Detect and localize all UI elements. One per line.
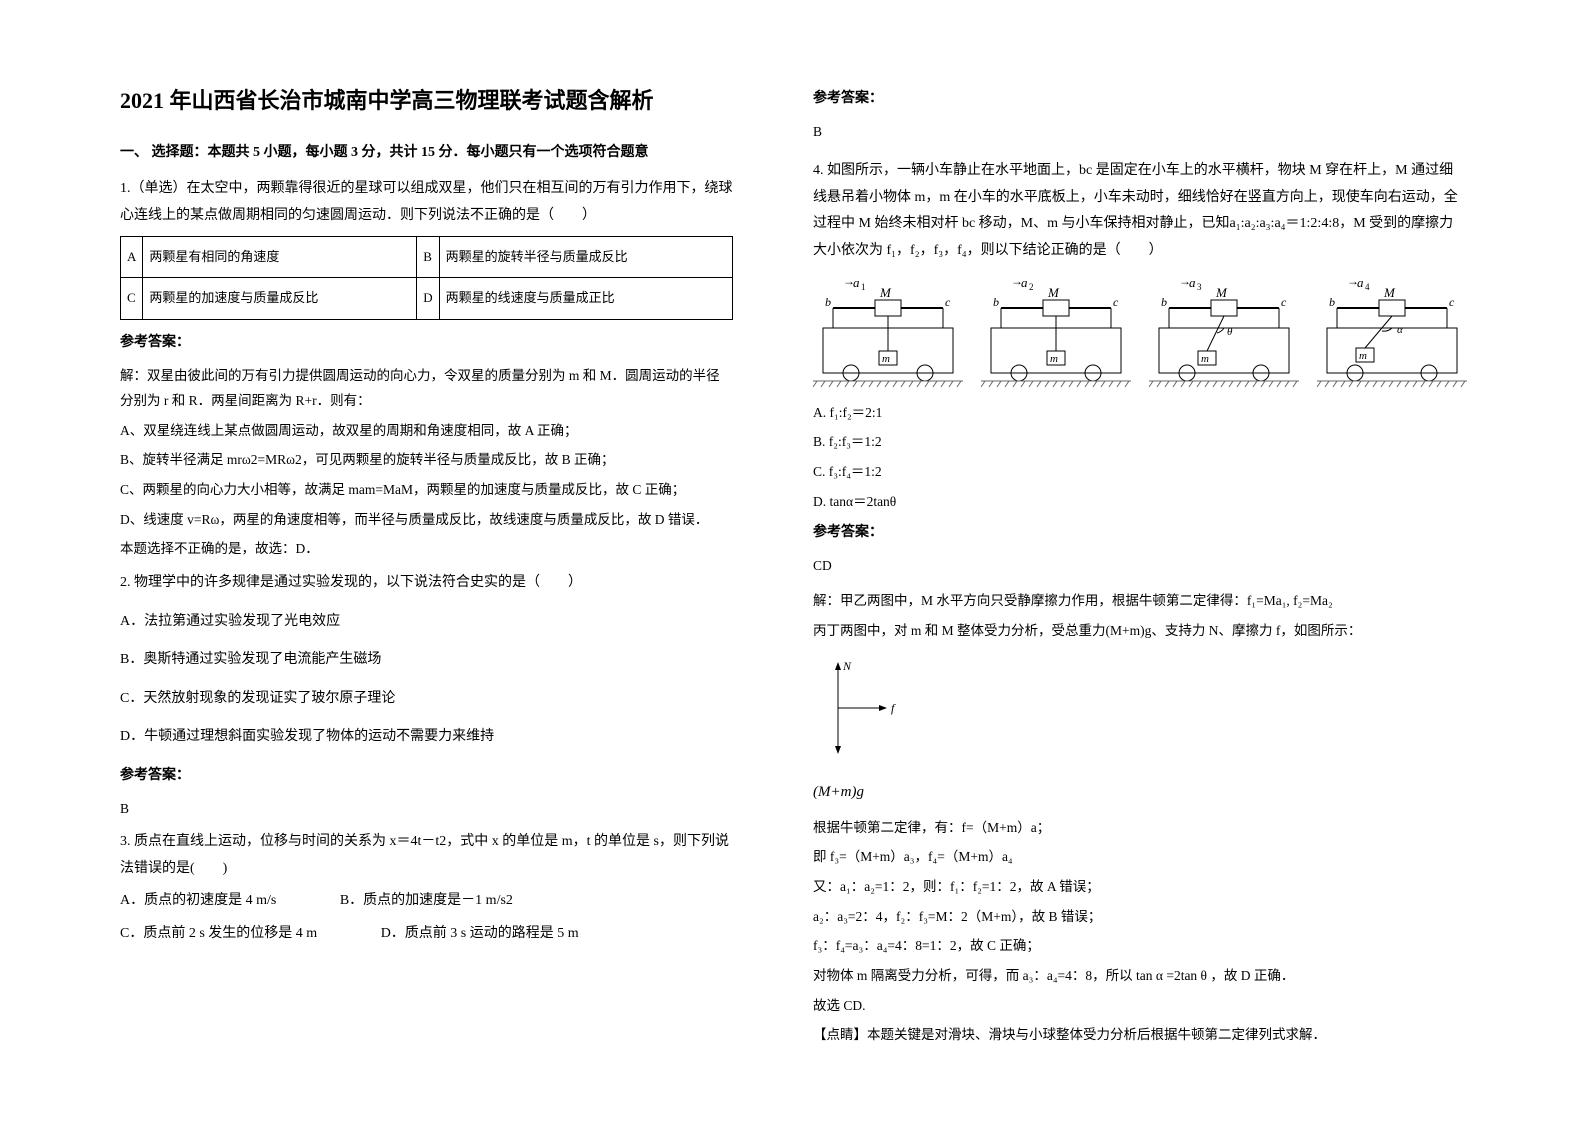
table-row: A 两颗星有相同的角速度 B 两颗星的旋转半径与质量成反比 [121, 236, 733, 278]
solution-line: a₂：a₃=2：4，f₂：f₃=M：2（M+m），故 B 错误； [813, 904, 1467, 930]
solution-line: D、线速度 v=Rω，两星的角速度相等，而半径与质量成反比，故线速度与质量成反比… [120, 507, 733, 533]
solution-line: 根据牛顿第二定律，有：f=（M+m）a； [813, 815, 1467, 841]
solution-line: f₃：f₄=a₃：a₄=4：8=1：2，故 C 正确； [813, 933, 1467, 959]
opt-label: D [417, 278, 439, 320]
q3-option: A．质点的初速度是 4 m/s [120, 888, 276, 915]
svg-text:c: c [1281, 295, 1287, 309]
answer-label: 参考答案： [813, 520, 1467, 547]
q4-diagram-panel-2: →a2 bc M m [981, 273, 1131, 388]
answer-value: B [813, 119, 1467, 145]
solution-line: 解：双星由彼此间的万有引力提供圆周运动的向心力，令双星的质量分别为 m 和 M．… [120, 363, 733, 414]
solution-line: C、两颗星的向心力大小相等，故满足 mam=MaM，两颗星的加速度与质量成反比，… [120, 477, 733, 503]
opt-label: A [121, 236, 143, 278]
solution-line: 解：甲乙两图中，M 水平方向只受静摩擦力作用，根据牛顿第二定律得：f₁=Ma₁,… [813, 588, 1467, 614]
q4-option: C. f₃:f₄＝1:2 [813, 459, 1467, 485]
opt-label: C [121, 278, 143, 320]
opt-label: B [417, 236, 439, 278]
answer-label: 参考答案： [813, 86, 1467, 113]
solution-line: 即 f₃=（M+m）a₃，f₄=（M+m）a₄ [813, 844, 1467, 870]
mass-label: (M+m)g [813, 778, 1467, 807]
svg-text:α: α [1397, 324, 1403, 336]
svg-text:m: m [1050, 353, 1058, 365]
q2-option: A．法拉第通过实验发现了光电效应 [120, 609, 733, 636]
svg-text:f: f [891, 701, 896, 715]
answer-label: 参考答案： [120, 763, 733, 790]
right-column: 参考答案： B 4. 如图所示，一辆小车静止在水平地面上，bc 是固定在小车上的… [773, 80, 1487, 1082]
svg-text:a: a [1357, 275, 1364, 290]
q4-diagram-panel-4: →a4 bc M α m [1317, 273, 1467, 388]
svg-text:b: b [1161, 295, 1167, 309]
q1-option-table: A 两颗星有相同的角速度 B 两颗星的旋转半径与质量成反比 C 两颗星的加速度与… [120, 236, 733, 320]
opt-text: 两颗星有相同的角速度 [143, 236, 417, 278]
q3-option: B．质点的加速度是－1 m/s2 [340, 888, 513, 915]
svg-text:b: b [825, 295, 831, 309]
svg-text:a: a [1021, 275, 1028, 290]
solution-line: A、双星绕连线上某点做圆周运动，故双星的周期和角速度相同，故 A 正确； [120, 418, 733, 444]
svg-text:c: c [945, 295, 951, 309]
answer-label: 参考答案： [120, 330, 733, 357]
svg-text:b: b [1329, 295, 1335, 309]
svg-text:θ: θ [1227, 326, 1233, 338]
solution-line: 丙丁两图中，对 m 和 M 整体受力分析，受总重力(M+m)g、支持力 N、摩擦… [813, 618, 1467, 644]
q2-option: B．奥斯特通过实验发现了电流能产生磁场 [120, 647, 733, 674]
svg-text:M: M [1047, 285, 1060, 300]
q4-diagram-panel-1: →a1 bc M m [813, 273, 963, 388]
q2-option: C．天然放射现象的发现证实了玻尔原子理论 [120, 686, 733, 713]
q1-stem: 1.（单选）在太空中，两颗靠得很近的星球可以组成双星，他们只在相互间的万有引力作… [120, 176, 733, 229]
svg-text:M: M [1383, 285, 1396, 300]
q3-option: C．质点前 2 s 发生的位移是 4 m [120, 921, 317, 948]
svg-text:M: M [879, 285, 892, 300]
q4-option: B. f₂:f₃＝1:2 [813, 429, 1467, 455]
q3-options-row: A．质点的初速度是 4 m/s B．质点的加速度是－1 m/s2 [120, 888, 733, 915]
svg-text:m: m [882, 353, 890, 365]
q4-diagram-row: →a1 bc M m →a2 bc M m →a3 [813, 273, 1467, 388]
svg-text:3: 3 [1197, 282, 1202, 292]
left-column: 2021 年山西省长治市城南中学高三物理联考试题含解析 一、 选择题：本题共 5… [100, 80, 773, 1082]
q4-diagram-panel-3: →a3 bc M θ m [1149, 273, 1299, 388]
q3-stem: 3. 质点在直线上运动，位移与时间的关系为 x＝4t－t2，式中 x 的单位是 … [120, 829, 733, 882]
solution-line: 又：a₁：a₂=1：2，则：f₁：f₂=1：2，故 A 错误； [813, 874, 1467, 900]
svg-text:N: N [842, 659, 852, 673]
svg-text:1: 1 [861, 282, 866, 292]
opt-text: 两颗星的旋转半径与质量成反比 [439, 236, 732, 278]
opt-text: 两颗星的加速度与质量成反比 [143, 278, 417, 320]
svg-text:a: a [853, 275, 860, 290]
svg-text:m: m [1359, 350, 1367, 362]
svg-text:4: 4 [1365, 282, 1370, 292]
force-diagram: N f [813, 658, 903, 758]
svg-text:c: c [1449, 295, 1455, 309]
q2-option: D．牛顿通过理想斜面实验发现了物体的运动不需要力来维持 [120, 724, 733, 751]
svg-text:b: b [993, 295, 999, 309]
solution-line: 【点睛】本题关键是对滑块、滑块与小球整体受力分析后根据牛顿第二定律列式求解． [813, 1022, 1467, 1048]
q2-stem: 2. 物理学中的许多规律是通过实验发现的，以下说法符合史实的是（ ） [120, 570, 733, 597]
svg-text:m: m [1201, 353, 1209, 365]
solution-line: 对物体 m 隔离受力分析，可得，而 a₃：a₄=4：8，所以 tan α =2t… [813, 963, 1467, 989]
answer-value: B [120, 796, 733, 822]
q4-option: A. f₁:f₂＝2:1 [813, 400, 1467, 426]
svg-text:2: 2 [1029, 282, 1034, 292]
solution-line: B、旋转半径满足 mrω2=MRω2，可见两颗星的旋转半径与质量成反比，故 B … [120, 447, 733, 473]
svg-text:M: M [1215, 285, 1228, 300]
q3-options-row: C．质点前 2 s 发生的位移是 4 m D．质点前 3 s 运动的路程是 5 … [120, 921, 733, 948]
opt-text: 两颗星的线速度与质量成正比 [439, 278, 732, 320]
q4-stem: 4. 如图所示，一辆小车静止在水平地面上，bc 是固定在小车上的水平横杆，物块 … [813, 158, 1467, 264]
solution-line: 本题选择不正确的是，故选：D． [120, 536, 733, 562]
q3-option: D．质点前 3 s 运动的路程是 5 m [381, 921, 579, 948]
q4-option: D. tanα＝2tanθ [813, 489, 1467, 515]
solution-line: 故选 CD. [813, 993, 1467, 1019]
page-title: 2021 年山西省长治市城南中学高三物理联考试题含解析 [120, 80, 733, 122]
section-heading: 一、 选择题：本题共 5 小题，每小题 3 分，共计 15 分．每小题只有一个选… [120, 140, 733, 167]
svg-text:a: a [1189, 275, 1196, 290]
table-row: C 两颗星的加速度与质量成反比 D 两颗星的线速度与质量成正比 [121, 278, 733, 320]
svg-text:c: c [1113, 295, 1119, 309]
answer-value: CD [813, 553, 1467, 579]
